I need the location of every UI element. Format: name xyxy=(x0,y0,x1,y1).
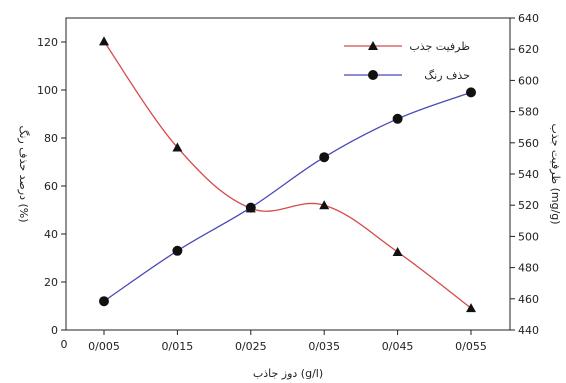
x-tick-label: 0 xyxy=(61,338,68,351)
series-1-point xyxy=(319,152,330,163)
y-axis-right-title: ظرفیت جذب (mg/g) xyxy=(549,123,562,224)
y-right-tick-label: 640 xyxy=(518,12,539,25)
x-tick-label: 0/015 xyxy=(162,340,194,353)
y-left-tick-label: 100 xyxy=(37,84,58,97)
series-1 xyxy=(99,87,476,307)
x-tick-label: 0/045 xyxy=(382,340,414,353)
series-1-point xyxy=(172,245,183,256)
series-layer xyxy=(99,36,476,313)
series-1-point xyxy=(99,296,109,307)
x-tick-label: 0/035 xyxy=(308,340,340,353)
y-left-tick-label: 40 xyxy=(44,228,58,241)
series-0-line xyxy=(103,41,472,309)
y-right-tick-label: 440 xyxy=(518,324,539,337)
legend: ظرفیت جذب حذف رنگ xyxy=(344,40,470,82)
x-tick-label: 0/055 xyxy=(455,340,487,353)
x-tick-label: 0/005 xyxy=(88,340,120,353)
series-1-point xyxy=(392,113,403,124)
x-tick-label: 0/025 xyxy=(235,340,267,353)
axes: 0 20 40 60 80 100 120 440 460 480 500 520 540 560 580 6… xyxy=(37,12,539,353)
y-right-tick-label: 480 xyxy=(518,262,539,275)
y-right-tick-label: 620 xyxy=(518,43,539,56)
legend-1-marker xyxy=(368,70,378,80)
series-0 xyxy=(99,36,476,313)
y-left-tick-label: 120 xyxy=(37,36,58,49)
legend-0-label: ظرفیت جذب xyxy=(409,40,470,53)
y-left-tick-label: 80 xyxy=(44,132,58,145)
legend-1-label: حذف رنگ xyxy=(424,69,470,82)
series-0-point xyxy=(99,36,109,46)
series-1-point xyxy=(245,202,256,213)
plot-frame xyxy=(65,17,511,331)
x-axis-title: دوز جاذب (g/l) xyxy=(253,367,323,380)
series-0-point xyxy=(466,303,476,313)
legend-0-marker xyxy=(368,41,378,50)
y-right-tick-label: 540 xyxy=(518,168,539,181)
y-right-tick-label: 520 xyxy=(518,199,539,212)
series-0-point xyxy=(172,142,183,152)
y-right-tick-label: 600 xyxy=(518,74,539,87)
series-0-point xyxy=(319,200,330,210)
y-right-tick-label: 580 xyxy=(518,106,539,119)
series-1-point xyxy=(466,87,476,98)
y-left-tick-label: 60 xyxy=(44,180,58,193)
y-right-tick-label: 500 xyxy=(518,230,539,243)
y-left-tick-label: 20 xyxy=(44,276,58,289)
series-0-point xyxy=(392,247,403,256)
y-axis-left-title: درصد حذف رنگ (%) xyxy=(17,125,30,222)
y-right-tick-label: 560 xyxy=(518,137,539,150)
y-left-tick-label: 0 xyxy=(51,324,58,337)
y-right-tick-label: 460 xyxy=(518,293,539,306)
